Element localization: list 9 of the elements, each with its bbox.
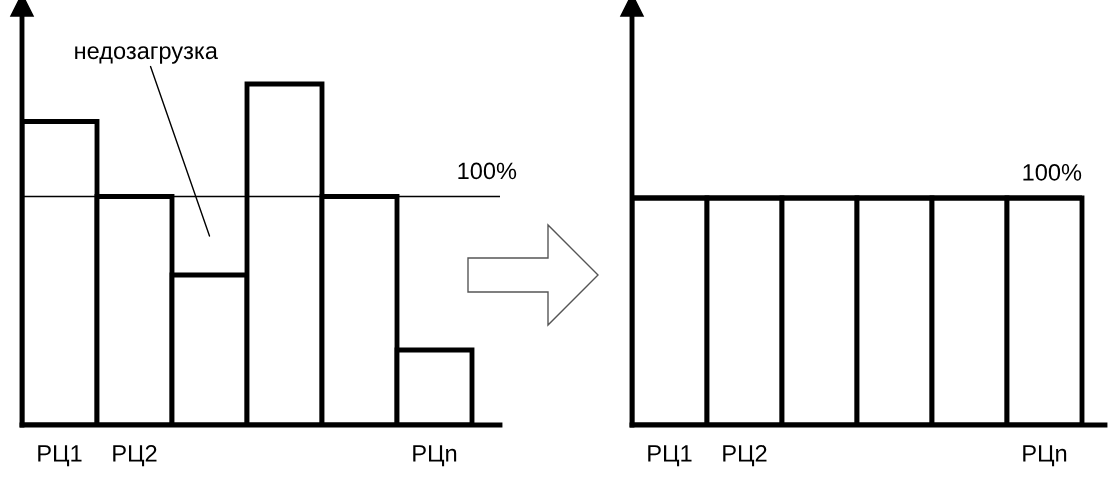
- annotation: 100%: [458, 162, 517, 180]
- x-tick-label: РЦ1: [648, 445, 692, 467]
- text: недозагрузка: [75, 46, 218, 64]
- text: 100%: [1023, 164, 1082, 181]
- x-tick-label: РЦ2: [723, 445, 767, 467]
- x-tick-label: РЦ2: [113, 445, 157, 467]
- x-tick-label: РЦn: [1023, 445, 1067, 467]
- x-tick-label: РЦ1: [38, 445, 82, 467]
- x-tick-label: РЦn: [413, 445, 457, 467]
